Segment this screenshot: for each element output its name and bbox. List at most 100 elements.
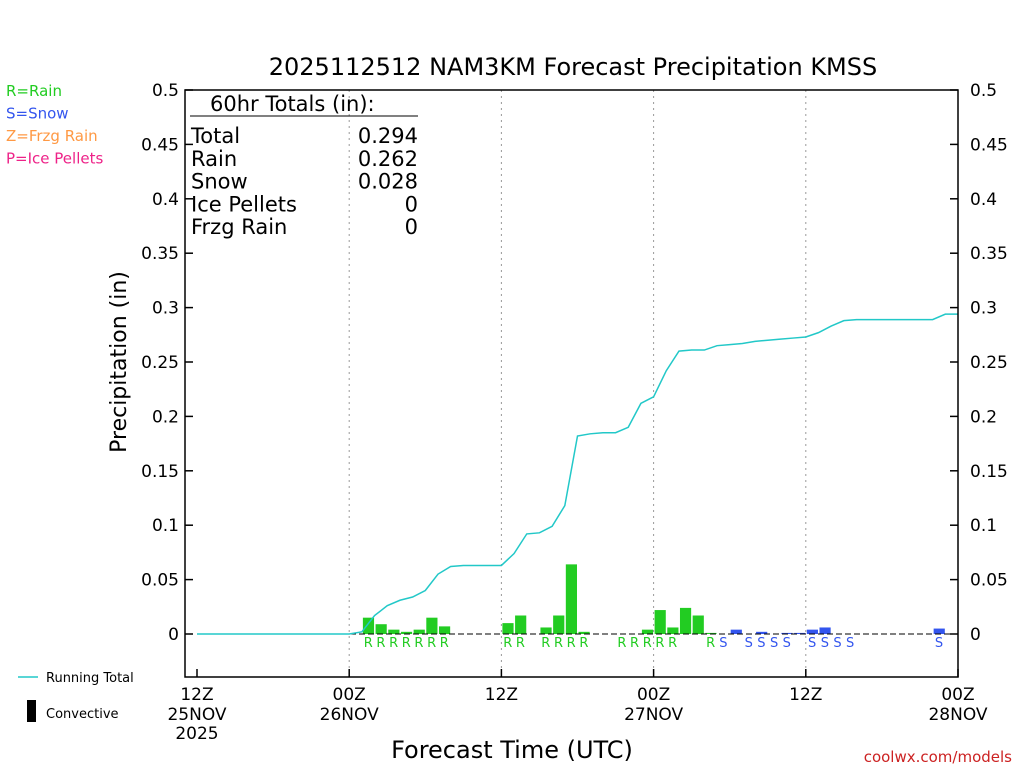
ptype-letter: R: [364, 636, 373, 651]
totals-row-label: Rain: [191, 147, 237, 171]
ptype-letter: R: [402, 636, 411, 651]
y-tick-label-right: 0.25: [970, 353, 1008, 373]
ptype-letter: R: [389, 636, 398, 651]
type-legend-entry: S=Snow: [6, 105, 69, 123]
ptype-letter: R: [414, 636, 423, 651]
ptype-letter: S: [808, 636, 816, 651]
precip-bar: [565, 564, 577, 634]
x-tick-label: 00Z: [333, 685, 366, 705]
precip-bar: [515, 615, 527, 634]
plot-frame: [184, 89, 959, 678]
totals-row-label: Total: [190, 124, 240, 148]
x-axis-label: Forecast Time (UTC): [391, 736, 633, 764]
ptype-letter: R: [579, 636, 588, 651]
precip-bar: [794, 632, 806, 634]
y-tick-label-right: 0.4: [970, 190, 997, 210]
ptype-letter: R: [503, 636, 512, 651]
precip-bar: [730, 629, 742, 634]
precip-bar: [692, 615, 704, 634]
y-tick-label-right: 0: [970, 625, 981, 645]
y-tick-label-left: 0.2: [152, 407, 179, 427]
x-tick-label: 12Z: [789, 685, 822, 705]
ptype-letter: R: [440, 636, 449, 651]
hourly-bars: [362, 564, 945, 634]
x-tick-date: 26NOV: [320, 705, 379, 725]
ptype-letter: S: [783, 636, 791, 651]
precip-bar: [400, 631, 413, 634]
precip-bar: [502, 623, 514, 634]
y-tick-label-left: 0.35: [141, 244, 179, 264]
precip-bar: [641, 629, 654, 634]
y-tick-label-right: 0.35: [970, 244, 1008, 264]
ptype-letter: S: [745, 636, 753, 651]
precip-bar: [553, 615, 565, 634]
ptype-letter: S: [719, 636, 727, 651]
x-tick-label: 12Z: [180, 685, 213, 705]
precip-bar: [806, 629, 818, 634]
type-legend-entry: P=Ice Pellets: [6, 150, 103, 168]
type-legend-entry: Z=Frzg Rain: [6, 127, 98, 145]
y-tick-label-left: 0.25: [141, 353, 179, 373]
y-tick-label-left: 0.4: [152, 190, 179, 210]
ptype-letter: S: [770, 636, 778, 651]
precip-bar: [362, 617, 375, 634]
y-tick-label-right: 0.15: [970, 462, 1008, 482]
x-tick-label: 00Z: [941, 685, 974, 705]
y-axis-label: Precipitation (in): [107, 271, 132, 453]
ptype-letter: R: [706, 636, 715, 651]
y-tick-label-right: 0.05: [970, 571, 1008, 591]
ptype-letter: S: [935, 636, 943, 651]
y-tick-label-right: 0.3: [970, 299, 997, 319]
precip-bar: [413, 629, 425, 634]
totals-row-label: Snow: [191, 170, 248, 194]
ptype-letter: R: [643, 636, 652, 651]
precip-bar: [667, 627, 679, 634]
precip-bar: [578, 631, 590, 634]
x-tick-year: 2025: [175, 724, 218, 744]
precip-bar: [654, 610, 666, 634]
convective-legend-label: Convective: [46, 707, 119, 722]
y-tick-label-left: 0.05: [141, 571, 179, 591]
x-tick-label: 12Z: [485, 685, 518, 705]
precip-bar: [540, 627, 552, 634]
y-tick-label-left: 0.15: [141, 462, 179, 482]
precip-bar: [388, 629, 400, 634]
credit-text: coolwx.com/models: [864, 748, 1012, 766]
y-tick-label-right: 0.5: [970, 81, 997, 101]
precip-type-legend: R=Rain S=Snow Z=Frzg Rain P=Ice Pellets: [6, 82, 103, 168]
ptype-letter: R: [617, 636, 626, 651]
precip-bar: [679, 607, 692, 634]
running-total-legend-label: Running Total: [46, 671, 134, 686]
ptype-letter: R: [567, 636, 576, 651]
totals-row-value: 0: [405, 192, 418, 216]
x-tick-date: 28NOV: [928, 705, 987, 725]
ptype-letter: R: [554, 636, 563, 651]
totals-row-value: 0: [405, 215, 418, 239]
y-tick-label-left: 0.1: [152, 516, 179, 536]
ptype-letter: S: [757, 636, 765, 651]
ptype-letter: R: [630, 636, 639, 651]
y-axis-right: 0 0.05 0.1 0.15 0.2 0.25 0.3 0.35 0.4 0.45 0.5: [950, 81, 1008, 645]
y-tick-label-left: 0: [168, 625, 179, 645]
y-tick-label-left: 0.45: [141, 135, 179, 155]
y-tick-label-left: 0.5: [152, 81, 179, 101]
totals-row-value: 0.262: [358, 147, 418, 171]
totals-row-value: 0.294: [358, 124, 418, 148]
convective-legend-swatch: [27, 700, 36, 722]
precip-bar: [781, 632, 793, 634]
type-legend-entry: R=Rain: [6, 82, 62, 100]
x-tick-label: 00Z: [637, 685, 670, 705]
series-legend: Running Total Convective: [18, 671, 134, 722]
grid-lines: [348, 90, 807, 677]
ptype-letter: R: [376, 636, 385, 651]
precip-bar: [933, 628, 945, 634]
y-tick-label-left: 0.3: [152, 299, 179, 319]
ptype-letter: S: [846, 636, 854, 651]
totals-box: 60hr Totals (in): Total 0.294 Rain 0.262 Snow…: [190, 92, 418, 239]
precip-bar: [756, 631, 768, 634]
ptype-letter: R: [427, 636, 436, 651]
ptype-letter: R: [541, 636, 550, 651]
ptype-letter: R: [516, 636, 525, 651]
